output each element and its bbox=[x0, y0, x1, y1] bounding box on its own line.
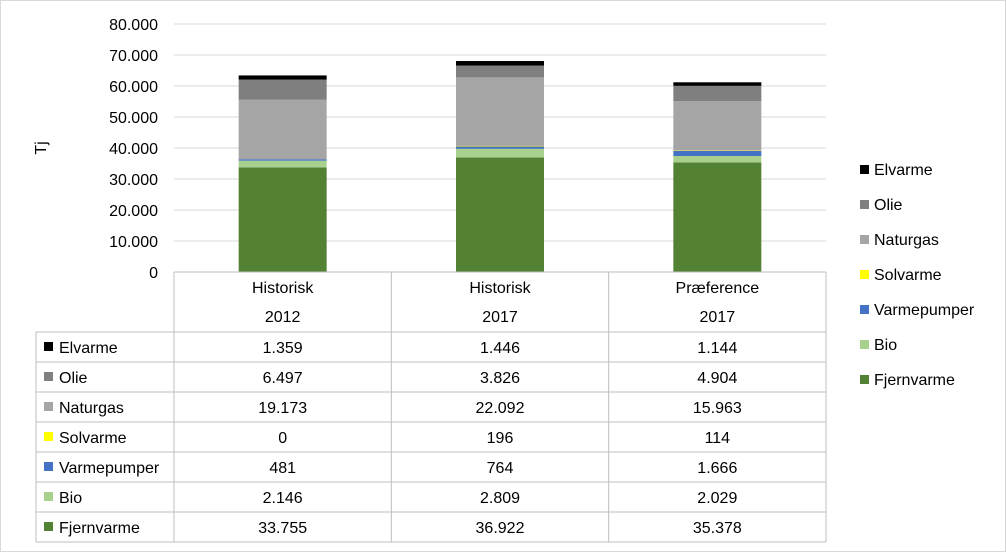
table-legend-key bbox=[44, 432, 53, 441]
x-tick-label: Præference bbox=[676, 280, 760, 297]
y-tick-label: 50.000 bbox=[109, 110, 158, 127]
bar-segment-elvarme bbox=[238, 75, 327, 80]
data-label: 6.497 bbox=[263, 370, 303, 387]
legend-entry: Olie bbox=[874, 197, 903, 214]
bar-segment-bio bbox=[673, 156, 762, 163]
bar-segment-olie bbox=[673, 85, 762, 102]
data-label: 33.755 bbox=[258, 520, 307, 537]
data-label: 1.359 bbox=[263, 340, 303, 357]
data-label: 22.092 bbox=[476, 400, 525, 417]
table-row-label: Varmepumper bbox=[59, 460, 160, 477]
table-legend-key bbox=[44, 522, 53, 531]
x-tick-label: Historisk bbox=[252, 280, 314, 297]
y-tick-label: 60.000 bbox=[109, 79, 158, 96]
bar-segment-naturgas bbox=[456, 77, 544, 146]
table-legend-key bbox=[44, 402, 53, 411]
legend-entry: Naturgas bbox=[874, 232, 939, 249]
data-label: 0 bbox=[278, 430, 287, 447]
data-label: 481 bbox=[269, 460, 296, 477]
legend-entry: Solvarme bbox=[874, 267, 942, 284]
data-label: 1.666 bbox=[697, 460, 737, 477]
bar-segment-bio bbox=[456, 148, 544, 158]
data-label: 764 bbox=[487, 460, 514, 477]
bar-segment-varmepumper bbox=[238, 159, 327, 161]
legend-swatch bbox=[860, 200, 869, 209]
data-label: 4.904 bbox=[697, 370, 737, 387]
y-tick-label: 30.000 bbox=[109, 172, 158, 189]
data-label: 2.029 bbox=[697, 490, 737, 507]
data-label: 1.446 bbox=[480, 340, 520, 357]
y-tick-label: 70.000 bbox=[109, 48, 158, 65]
legend-swatch bbox=[860, 340, 869, 349]
x-tick-label: 2012 bbox=[265, 309, 301, 326]
data-label: 3.826 bbox=[480, 370, 520, 387]
legend-swatch bbox=[860, 375, 869, 384]
table-row-label: Olie bbox=[59, 370, 88, 387]
x-tick-label: Historisk bbox=[469, 280, 531, 297]
bar-segment-varmepumper bbox=[673, 150, 762, 157]
data-label: 2.146 bbox=[263, 490, 303, 507]
bar-segment-olie bbox=[456, 65, 544, 78]
data-label: 19.173 bbox=[258, 400, 307, 417]
bar-segment-solvarme bbox=[456, 145, 544, 147]
y-tick-label: 20.000 bbox=[109, 203, 158, 220]
legend-swatch bbox=[860, 270, 869, 279]
legend-entry: Elvarme bbox=[874, 162, 933, 179]
x-tick-label: 2017 bbox=[700, 309, 736, 326]
bar-segment-varmepumper bbox=[456, 146, 544, 149]
data-label: 36.922 bbox=[476, 520, 525, 537]
data-label: 114 bbox=[705, 430, 731, 447]
table-row-label: Elvarme bbox=[59, 340, 118, 357]
bar-segment-bio bbox=[238, 160, 327, 168]
y-axis-label: Tj bbox=[33, 141, 50, 154]
bar-segment-elvarme bbox=[673, 82, 762, 86]
y-tick-label: 40.000 bbox=[109, 141, 158, 158]
table-row-label: Bio bbox=[59, 490, 82, 507]
bar-segment-naturgas bbox=[673, 101, 762, 151]
legend-entry: Fjernvarme bbox=[874, 372, 955, 389]
data-label: 196 bbox=[487, 430, 514, 447]
legend-entry: Varmepumper bbox=[874, 302, 975, 319]
bar-segment-elvarme bbox=[456, 61, 544, 66]
table-legend-key bbox=[44, 372, 53, 381]
table-row-label: Fjernvarme bbox=[59, 520, 140, 537]
data-label: 2.809 bbox=[480, 490, 520, 507]
y-tick-label: 80.000 bbox=[109, 17, 158, 34]
data-label: 15.963 bbox=[693, 400, 742, 417]
data-label: 1.144 bbox=[697, 340, 737, 357]
table-row-label: Naturgas bbox=[59, 400, 124, 417]
bar-segment-fjernvarme bbox=[456, 157, 544, 272]
x-tick-label: 2017 bbox=[482, 309, 518, 326]
bar-segment-olie bbox=[238, 79, 327, 100]
bar-segment-fjernvarme bbox=[673, 162, 762, 272]
legend-swatch bbox=[860, 235, 869, 244]
legend-swatch bbox=[860, 165, 869, 174]
data-label: 35.378 bbox=[693, 520, 742, 537]
table-legend-key bbox=[44, 342, 53, 351]
legend-entry: Bio bbox=[874, 337, 897, 354]
table-legend-key bbox=[44, 492, 53, 501]
bar-segment-fjernvarme bbox=[238, 167, 327, 272]
table-row-label: Solvarme bbox=[59, 430, 127, 447]
table-legend-key bbox=[44, 462, 53, 471]
y-tick-label: 10.000 bbox=[109, 234, 158, 251]
legend-swatch bbox=[860, 305, 869, 314]
bar-segment-naturgas bbox=[238, 99, 327, 160]
y-tick-label: 0 bbox=[149, 265, 158, 282]
